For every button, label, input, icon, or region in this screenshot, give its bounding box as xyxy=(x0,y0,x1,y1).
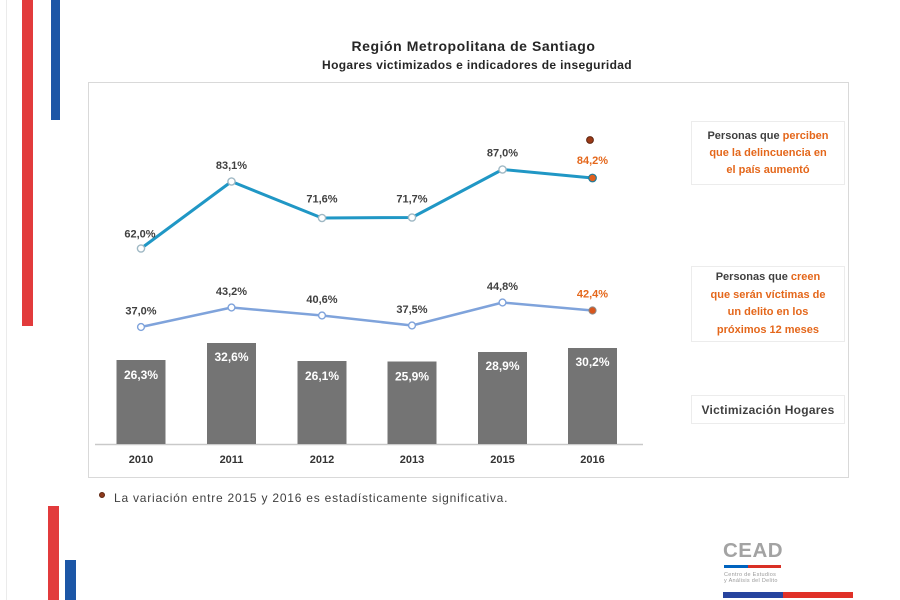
svg-text:30,2%: 30,2% xyxy=(575,355,609,369)
svg-text:2016: 2016 xyxy=(580,454,604,466)
svg-text:26,3%: 26,3% xyxy=(124,368,158,382)
svg-text:37,0%: 37,0% xyxy=(125,306,156,318)
svg-text:2011: 2011 xyxy=(220,454,244,466)
svg-text:71,6%: 71,6% xyxy=(306,194,337,206)
svg-text:32,6%: 32,6% xyxy=(214,350,248,364)
svg-text:2015: 2015 xyxy=(490,454,514,466)
svg-text:84,2%: 84,2% xyxy=(577,155,608,167)
svg-text:25,9%: 25,9% xyxy=(395,370,429,384)
svg-text:62,0%: 62,0% xyxy=(124,229,155,241)
svg-text:28,9%: 28,9% xyxy=(485,359,519,373)
svg-text:87,0%: 87,0% xyxy=(487,148,518,160)
svg-text:2010: 2010 xyxy=(129,454,153,466)
svg-text:44,8%: 44,8% xyxy=(487,281,518,293)
svg-text:42,4%: 42,4% xyxy=(577,289,608,301)
svg-text:43,2%: 43,2% xyxy=(216,286,247,298)
svg-text:71,7%: 71,7% xyxy=(396,194,427,206)
svg-text:40,6%: 40,6% xyxy=(306,294,337,306)
svg-text:83,1%: 83,1% xyxy=(216,160,247,172)
svg-text:37,5%: 37,5% xyxy=(396,304,427,316)
svg-text:26,1%: 26,1% xyxy=(305,369,339,383)
svg-text:2012: 2012 xyxy=(310,454,334,466)
svg-text:2013: 2013 xyxy=(400,454,424,466)
